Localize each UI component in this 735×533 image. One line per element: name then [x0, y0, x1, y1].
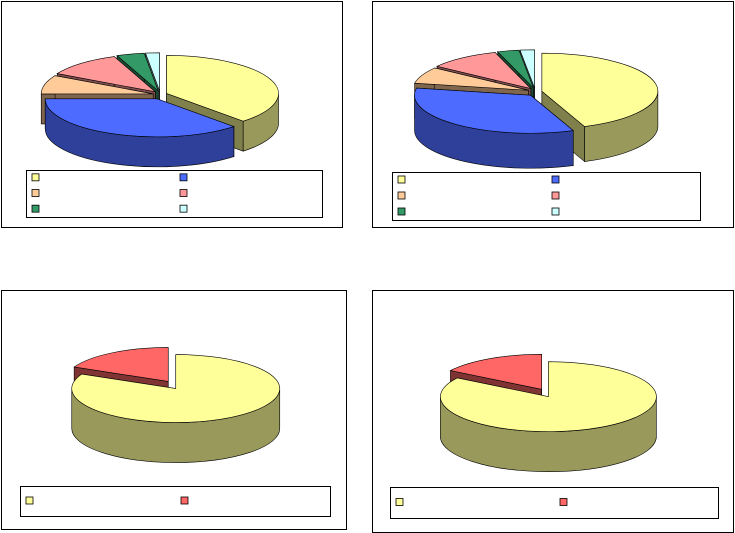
slice-top: [40, 75, 154, 95]
legend-swatch: [559, 498, 568, 506]
legend-swatch: [179, 173, 188, 182]
legend-swatch: [180, 496, 189, 505]
legend-swatch: [551, 207, 560, 216]
pie-chart: [372, 1, 734, 228]
legend-frame: [392, 172, 701, 221]
slice-top: [116, 52, 159, 92]
slice-top: [440, 361, 657, 432]
slice-top: [145, 52, 160, 91]
slice-top: [436, 52, 532, 90]
legend-frame: [26, 170, 323, 218]
legend-swatch: [395, 498, 404, 506]
slice-top: [449, 354, 542, 390]
slice-top: [496, 49, 534, 89]
pie-chart: [372, 290, 734, 533]
slice-top: [414, 67, 529, 91]
pie-tops: [40, 52, 279, 138]
legend-frame: [20, 486, 331, 517]
slice-top: [166, 55, 279, 122]
pie-chart: [1, 290, 347, 530]
legend-swatch: [551, 175, 560, 184]
legend-swatch: [551, 191, 560, 200]
legend-swatch: [397, 207, 406, 216]
slice-top: [44, 98, 235, 138]
slice-top: [56, 56, 157, 93]
slice-top: [414, 87, 574, 134]
legend-frame: [390, 487, 719, 519]
slice-top: [519, 49, 535, 88]
legend-swatch: [31, 204, 40, 213]
pie-tops: [440, 354, 657, 432]
slice-top: [71, 354, 280, 423]
legend-swatch: [179, 204, 188, 213]
legend-swatch: [397, 191, 406, 200]
pie-chart: [1, 1, 343, 228]
slice-top: [541, 52, 659, 127]
legend-swatch: [179, 189, 188, 197]
slice-top: [73, 347, 169, 382]
legend-swatch: [31, 173, 40, 182]
legend-swatch: [31, 189, 40, 197]
pie-tops: [414, 49, 659, 134]
legend-swatch: [397, 175, 406, 184]
pie-tops: [71, 347, 280, 423]
legend-swatch: [25, 496, 34, 505]
